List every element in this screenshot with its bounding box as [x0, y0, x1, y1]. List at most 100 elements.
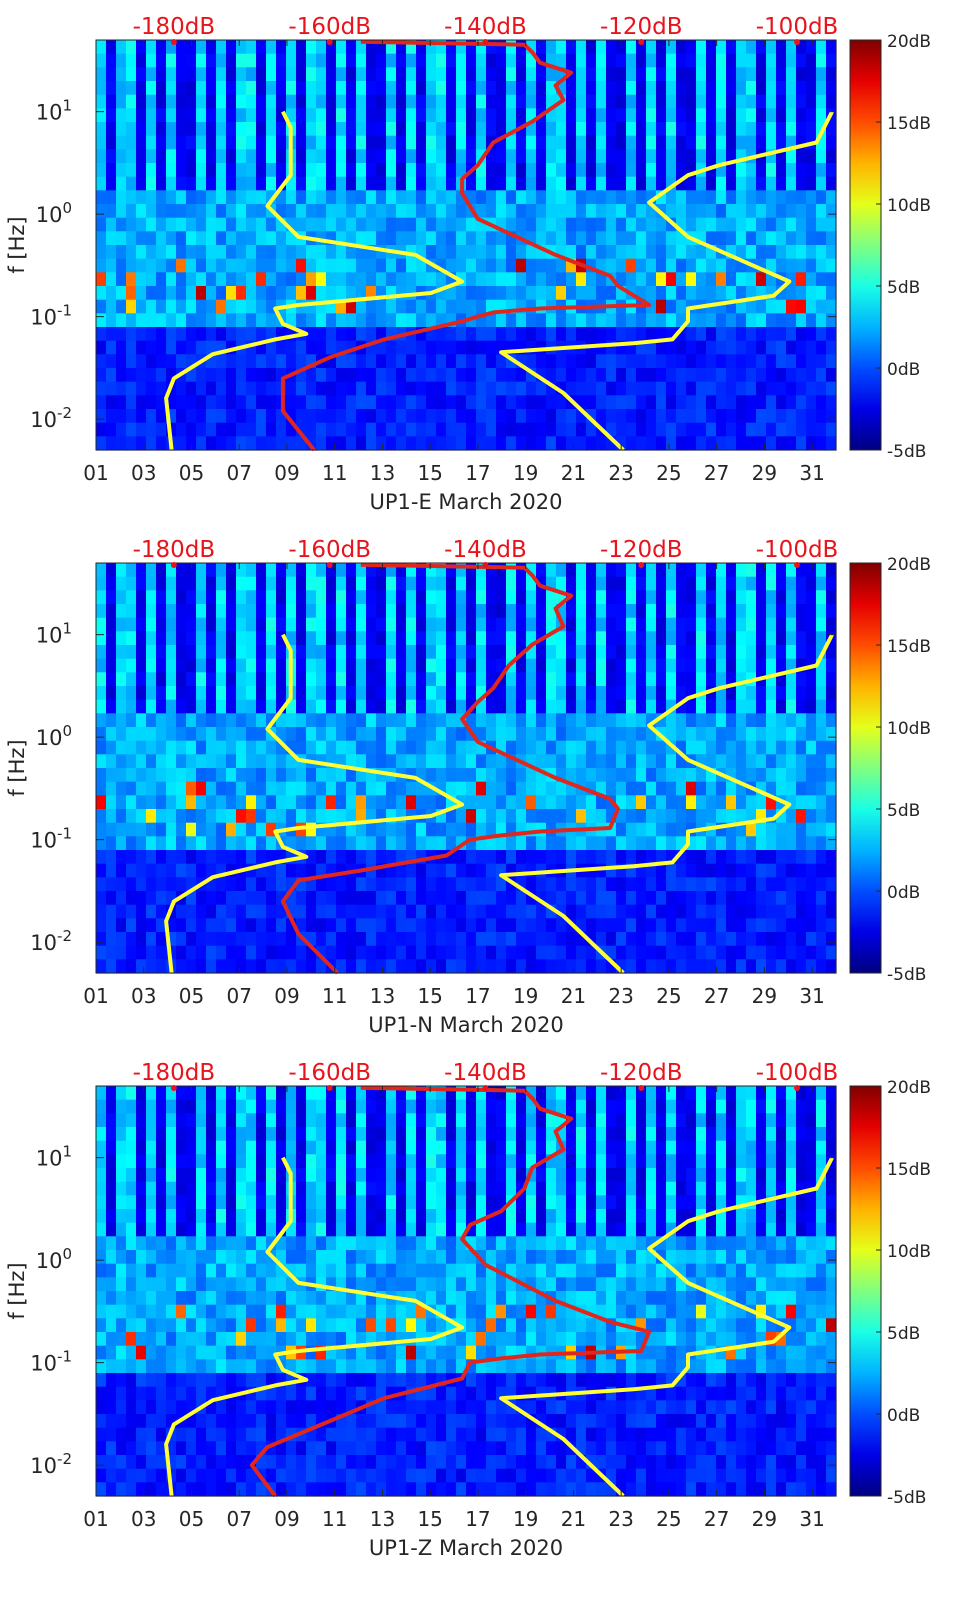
x-tick-label: 07	[226, 461, 251, 485]
y-tick-label: 101	[36, 620, 72, 648]
y-axis-label: f [Hz]	[5, 739, 29, 796]
x-tick-label: 29	[752, 984, 777, 1008]
top-axis-tick	[638, 562, 645, 568]
colorbar-label: -5dB	[887, 1488, 926, 1508]
top-axis-tick	[170, 562, 177, 568]
x-tick-label: 03	[131, 1507, 156, 1531]
colorbar-label: 5dB	[887, 801, 920, 821]
x-tick-label: 19	[513, 461, 538, 485]
x-tick-label: 11	[322, 1507, 347, 1531]
top-axis-tick	[326, 39, 333, 45]
top-axis-tick	[170, 1085, 177, 1091]
x-tick-label: 13	[370, 461, 395, 485]
top-axis-label: -180dB	[133, 1060, 216, 1086]
colorbar-label: 20dB	[887, 555, 931, 575]
top-axis-tick	[638, 39, 645, 45]
x-tick-label: 09	[274, 461, 299, 485]
x-tick-label: 01	[83, 1507, 108, 1531]
x-tick-label: 01	[83, 984, 108, 1008]
top-axis-label: -160dB	[288, 1060, 371, 1086]
colorbar-label: 15dB	[887, 1160, 931, 1180]
top-axis-tick	[794, 562, 801, 568]
colorbar-label: 10dB	[887, 719, 931, 739]
top-axis-label: -100dB	[756, 14, 839, 40]
x-tick-label: 03	[131, 984, 156, 1008]
chart-heatmap-east	[96, 40, 837, 451]
x-tick-label: 07	[226, 984, 251, 1008]
x-axis-label: UP1-Z March 2020	[369, 1536, 563, 1560]
top-axis-label: -100dB	[756, 1060, 839, 1086]
top-axis-label: -160dB	[288, 537, 371, 563]
x-tick-label: 11	[322, 461, 347, 485]
x-tick-label: 21	[561, 461, 586, 485]
top-axis-label: -180dB	[133, 14, 216, 40]
x-tick-label: 27	[704, 984, 729, 1008]
colorbar-label: 15dB	[887, 114, 931, 134]
top-axis-tick	[482, 39, 489, 45]
chart-heatmap-vertical-panel: 01 03 05 07 09 11 13 15 17 19 21 23 25 27 29 31 UP1-Z Ma…	[5, 1060, 931, 1560]
x-tick-label: 31	[799, 461, 824, 485]
colorbar: 20dB 15dB 10dB 5dB 0dB -5dB	[849, 32, 931, 462]
x-tick-label: 15	[417, 461, 442, 485]
red-noise-curve	[280, 562, 620, 975]
x-tick-label: 03	[131, 461, 156, 485]
red-noise-curve	[249, 1085, 652, 1498]
top-axis-tick	[170, 39, 177, 45]
x-tick-label: 17	[465, 461, 490, 485]
top-axis-label: -140dB	[444, 14, 527, 40]
colorbar-label: 20dB	[887, 32, 931, 52]
x-tick-label: 21	[561, 1507, 586, 1531]
x-tick-label: 19	[513, 984, 538, 1008]
x-tick-label: 31	[799, 1507, 824, 1531]
colorbar-label: -5dB	[887, 442, 926, 462]
yellow-noise-model-curve-1	[164, 633, 465, 974]
chart-heatmap-north	[96, 563, 837, 974]
yellow-noise-model-curve-2	[499, 1156, 834, 1498]
colorbar: 20dB 15dB 10dB 5dB 0dB -5dB	[849, 1078, 931, 1508]
top-axis-tick	[638, 1085, 645, 1091]
chart-heatmap-north-panel: 01 03 05 07 09 11 13 15 17 19 21 23 25 27 29 31 UP1-N Ma…	[5, 537, 931, 1037]
top-axis-label: -120dB	[600, 537, 683, 563]
x-tick-label: 25	[656, 461, 681, 485]
y-tick-label: 100	[36, 722, 72, 750]
top-axis-label: -140dB	[444, 537, 527, 563]
top-axis-label: -180dB	[133, 537, 216, 563]
x-tick-label: 25	[656, 1507, 681, 1531]
y-tick-label: 10-1	[30, 825, 72, 853]
colorbar-label: -5dB	[887, 965, 926, 985]
x-tick-label: 13	[370, 984, 395, 1008]
top-axis-tick	[794, 1085, 801, 1091]
plot-frame	[95, 1085, 837, 1497]
y-tick-label: 100	[36, 1245, 72, 1273]
x-tick-label: 27	[704, 1507, 729, 1531]
y-tick-label: 10-2	[30, 1450, 72, 1478]
x-tick-label: 05	[179, 461, 204, 485]
x-tick-label: 19	[513, 1507, 538, 1531]
x-tick-label: 09	[274, 984, 299, 1008]
x-tick-label: 23	[608, 1507, 633, 1531]
x-tick-label: 05	[179, 984, 204, 1008]
colorbar-label: 10dB	[887, 1242, 931, 1262]
x-tick-label: 29	[752, 461, 777, 485]
x-tick-label: 15	[417, 1507, 442, 1531]
y-tick-label: 10-1	[30, 1348, 72, 1376]
x-tick-label: 23	[608, 461, 633, 485]
y-tick-label: 10-1	[30, 302, 72, 330]
yellow-noise-model-curve-1	[164, 1156, 465, 1497]
x-tick-label: 07	[226, 1507, 251, 1531]
yellow-noise-model-curve-2	[499, 110, 834, 452]
colorbar-label: 0dB	[887, 883, 920, 903]
x-tick-label: 01	[83, 461, 108, 485]
y-tick-label: 101	[36, 97, 72, 125]
yellow-noise-model-curve-2	[499, 633, 834, 975]
colorbar-label: 5dB	[887, 1324, 920, 1344]
x-tick-label: 25	[656, 984, 681, 1008]
x-tick-label: 13	[370, 1507, 395, 1531]
x-tick-label: 05	[179, 1507, 204, 1531]
top-axis-label: -120dB	[600, 1060, 683, 1086]
colorbar-label: 10dB	[887, 196, 931, 216]
y-tick-label: 101	[36, 1143, 72, 1171]
y-axis-label: f [Hz]	[5, 1262, 29, 1319]
chart-heatmap-east-panel: 01 03 05 07 09 11 13 15 17 19 21 23 25 27 29 31 UP1-E Ma…	[5, 14, 931, 514]
